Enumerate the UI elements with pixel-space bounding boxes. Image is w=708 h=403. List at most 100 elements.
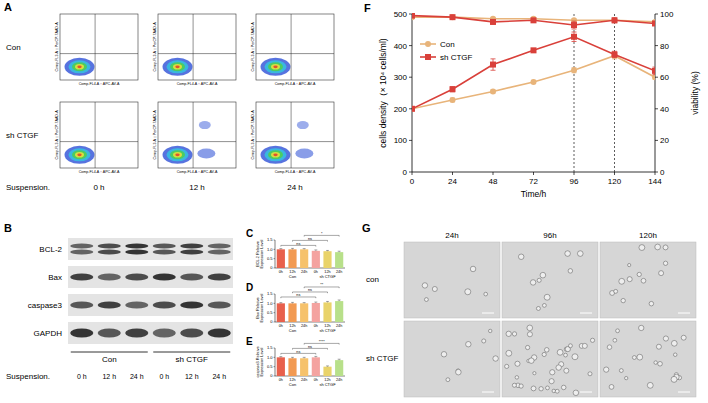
y2-tick: [655, 172, 658, 173]
tick-label: 400: [394, 42, 408, 51]
tick-label: 20: [660, 136, 669, 145]
density-blob: [173, 64, 182, 70]
density-blob: [175, 153, 179, 156]
bars: [277, 248, 344, 268]
cell: [544, 348, 549, 353]
flow-plot: [60, 14, 138, 80]
density-blob: [265, 60, 287, 73]
marker: [450, 86, 456, 92]
bar: [277, 249, 285, 268]
y-tick: [274, 376, 276, 377]
bar: [288, 249, 296, 268]
column-label: 96h: [543, 231, 556, 240]
error-cap: [314, 356, 317, 357]
gate-line: [60, 141, 138, 142]
error-cap: [291, 302, 294, 303]
cell: [637, 272, 641, 276]
blot-strip: [68, 322, 233, 344]
figure: AConComp-FL4-A :: APC-AV-AComp-FL3-A :: …: [0, 0, 708, 403]
column-label: 24h: [445, 231, 458, 240]
x-axis: [275, 268, 345, 269]
error-cap: [291, 357, 294, 358]
cell: [604, 367, 609, 372]
density-blob: [65, 146, 95, 164]
blot-band: [98, 301, 121, 308]
error-cap: [291, 248, 294, 249]
bar: [323, 367, 331, 376]
y-tick: [274, 357, 276, 358]
y-tick: [274, 258, 276, 259]
tick-label: 500: [394, 10, 408, 19]
group-label: Con: [289, 382, 296, 387]
marker: [531, 17, 537, 23]
axis-title: Expression Level: [260, 239, 264, 268]
category-label: 24h: [301, 378, 307, 382]
marker: [412, 106, 415, 112]
blot-band: [125, 301, 148, 308]
tick-label: 100: [660, 10, 674, 19]
tick-label: 1.5: [267, 237, 273, 242]
blot-band: [70, 301, 93, 308]
tick-label: 1.0: [267, 247, 273, 252]
bars: [277, 300, 344, 322]
legend: Consh CTGF: [420, 40, 473, 62]
cell: [422, 283, 427, 288]
blot-band: [70, 243, 93, 248]
y-tick: [409, 140, 412, 141]
density-blob: [69, 60, 91, 73]
density-blob: [77, 65, 81, 68]
cell: [536, 306, 540, 310]
image-frame: [502, 242, 598, 318]
error-bar: [491, 20, 496, 25]
time-label: 0 h: [159, 373, 169, 380]
cell: [556, 365, 561, 370]
gate-line: [95, 14, 96, 80]
bar: [312, 303, 320, 322]
tick-label: 0.5: [267, 364, 273, 369]
significance-label: ns: [296, 350, 300, 354]
y-tick: [409, 77, 412, 78]
axis-title: Time/h: [521, 189, 547, 199]
axis-title: Comp-FL4-A :: APC-AV-A: [275, 170, 316, 174]
panel-letter: A: [4, 1, 12, 13]
density-blob: [268, 62, 283, 71]
blot-band: [125, 243, 148, 248]
y-tick: [409, 45, 412, 46]
significance-label: ns: [308, 237, 312, 241]
micrograph: [404, 242, 500, 318]
density-blob: [170, 62, 185, 71]
column-label: 120h: [639, 231, 657, 240]
cell: [654, 361, 658, 365]
error-cap: [326, 365, 329, 366]
error-cap: [338, 359, 341, 360]
blot-band: [153, 329, 176, 338]
cell: [550, 370, 555, 375]
gate-line: [95, 102, 96, 168]
y-tick: [274, 268, 276, 269]
density-blob: [72, 62, 87, 71]
cell: [531, 386, 536, 391]
bar: [288, 303, 296, 322]
cell: [572, 354, 578, 360]
density-blob: [75, 152, 84, 158]
density-blob: [65, 58, 95, 76]
marker: [571, 67, 577, 73]
blot-band: [180, 243, 203, 248]
flow-plot: [158, 102, 236, 168]
density-blob: [295, 148, 313, 158]
marker: [531, 79, 537, 85]
scale-bar: [580, 313, 592, 314]
panel-letter: C: [246, 228, 253, 239]
error-bar: [280, 248, 281, 250]
x-tick: [493, 172, 494, 175]
plot-frame: [60, 102, 138, 168]
density-blob: [297, 121, 309, 129]
time-label: 0 h: [77, 373, 87, 380]
blot-band: [180, 301, 203, 308]
error-bar: [292, 248, 293, 250]
cell: [537, 278, 541, 282]
tick-label: 0.5: [267, 310, 273, 315]
legend-label: sh CTGF: [440, 53, 473, 62]
footer-label: Suspension.: [6, 372, 50, 381]
cell: [515, 361, 520, 366]
